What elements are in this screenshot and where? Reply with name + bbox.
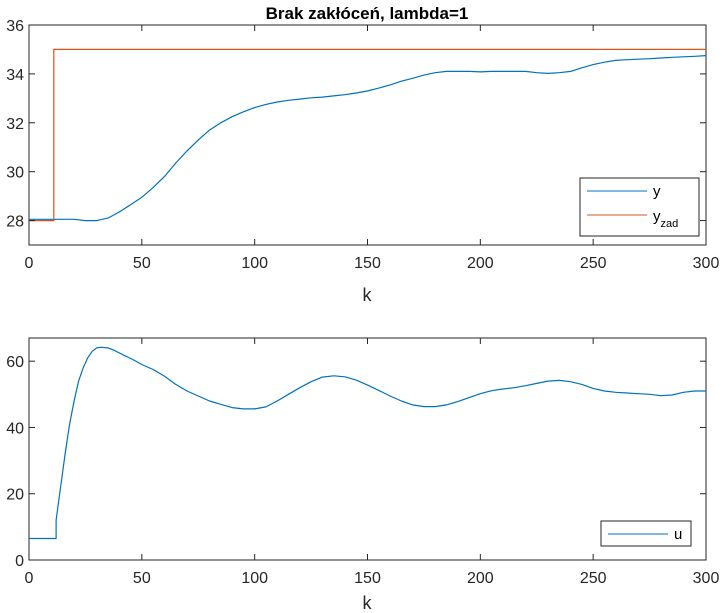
bottom-x-tick-label: 150 (354, 570, 381, 587)
bottom-chart: 0 50 100 150 200 250 300 0 20 40 60 k u (6, 337, 720, 613)
top-x-tick-label: 150 (354, 255, 381, 272)
bottom-series-group (29, 346, 706, 540)
bottom-y-tick-label: 0 (15, 553, 24, 570)
top-x-axis-label: k (363, 285, 373, 305)
top-x-tick-label: 100 (241, 255, 268, 272)
legend-label-y: y (653, 183, 661, 200)
bottom-x-tick-label: 250 (580, 570, 607, 587)
top-chart-title: Brak zakłóceń, lambda=1 (266, 4, 469, 23)
top-y-tick-label: 36 (6, 18, 24, 35)
bottom-x-tick-label: 0 (25, 570, 34, 587)
top-series-y-line (29, 55, 707, 222)
top-x-tick-label: 250 (580, 255, 607, 272)
top-x-ticks: 0 50 100 150 200 250 300 (25, 25, 720, 272)
top-x-tick-label: 300 (693, 255, 720, 272)
bottom-y-tick-label: 60 (6, 354, 24, 371)
top-legend-box (579, 177, 700, 237)
top-series-y-zad-line (29, 48, 706, 222)
bottom-x-axis-label: k (363, 593, 373, 613)
legend-label-yzad: yzad (653, 208, 678, 230)
bottom-series-u-line (29, 346, 706, 540)
top-x-tick-label: 200 (467, 255, 494, 272)
top-y-tick-label: 28 (6, 214, 24, 231)
bottom-y-tick-label: 20 (6, 487, 24, 504)
bottom-y-tick-label: 40 (6, 420, 24, 437)
top-y-tick-label: 32 (6, 116, 24, 133)
bottom-x-tick-label: 300 (693, 570, 720, 587)
top-x-tick-label: 50 (133, 255, 151, 272)
bottom-y-ticks: 0 20 40 60 (6, 354, 706, 570)
bottom-x-ticks: 0 50 100 150 200 250 300 (25, 338, 720, 587)
top-y-ticks: 28 30 32 34 36 (6, 18, 706, 231)
top-x-tick-label: 0 (25, 255, 34, 272)
bottom-plot-area (28, 337, 707, 561)
bottom-x-tick-label: 100 (241, 570, 268, 587)
top-legend: y yzad (579, 177, 700, 237)
top-y-tick-label: 34 (6, 67, 24, 84)
top-series-group (29, 48, 707, 222)
legend-label-u: u (674, 526, 682, 543)
top-chart: Brak zakłóceń, lambda=1 0 50 100 150 200 250 3… (6, 4, 719, 305)
bottom-legend: u (600, 520, 692, 547)
top-y-tick-label: 30 (6, 165, 24, 182)
bottom-x-tick-label: 50 (133, 570, 151, 587)
bottom-x-tick-label: 200 (467, 570, 494, 587)
